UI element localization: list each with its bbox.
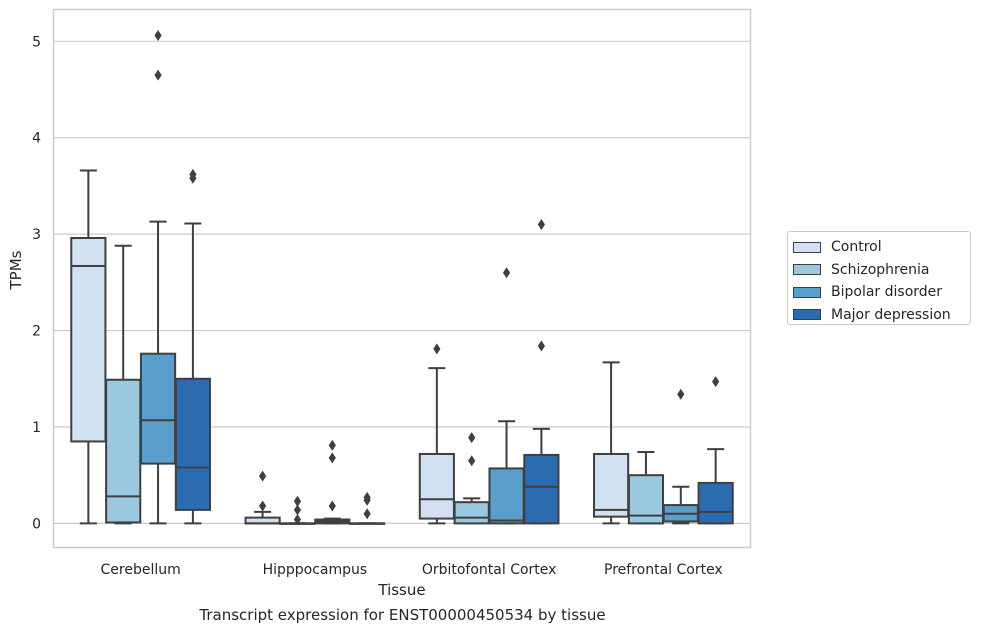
box-body	[697, 481, 734, 525]
box-3-1	[627, 451, 665, 525]
outlier-point	[154, 30, 162, 42]
legend-label: Schizophrenia	[831, 261, 930, 278]
outlier-point	[537, 340, 545, 352]
x-axis-ticks: Cerebellum Hipppocampus Orbitofontal Corte…	[101, 562, 723, 578]
box-body	[453, 501, 490, 525]
box-3-2	[662, 388, 699, 525]
legend-swatch	[793, 241, 821, 253]
y-tick-label: 5	[32, 34, 41, 50]
y-tick-label: 4	[32, 131, 41, 147]
outlier-point	[363, 491, 371, 503]
plot-boxes	[70, 30, 734, 526]
x-tick-label: Hipppocampus	[263, 562, 368, 578]
outlier-point	[259, 470, 267, 482]
legend-item: Major depression	[792, 304, 970, 327]
box-1-1	[279, 495, 316, 526]
outlier-point	[712, 376, 720, 388]
outlier-point	[328, 439, 336, 451]
y-axis-label: TPMs	[7, 250, 25, 290]
x-axis-label: Tissue	[377, 581, 425, 599]
legend-swatch	[793, 309, 821, 321]
box-3-0	[593, 361, 630, 525]
box-1-3	[349, 491, 386, 525]
box-2-1	[453, 432, 490, 525]
legend-label: Major depression	[831, 306, 951, 323]
box-0-2	[139, 30, 177, 525]
box-3-3	[697, 376, 734, 525]
y-tick-label: 3	[32, 227, 41, 243]
y-tick-label: 0	[32, 516, 41, 532]
box-body	[174, 377, 211, 511]
box-2-2	[488, 267, 525, 525]
box-body	[488, 467, 525, 525]
outlier-point	[328, 452, 336, 464]
legend-label: Bipolar disorder	[831, 284, 943, 301]
box-body	[139, 352, 177, 465]
box-body	[593, 452, 630, 518]
legend-label: Control	[831, 239, 882, 256]
box-body	[418, 452, 455, 520]
legend-item: Bipolar disorder	[792, 281, 970, 304]
box-2-0	[418, 343, 455, 525]
plot-frame	[52, 8, 752, 549]
box-body	[523, 453, 560, 525]
outlier-point	[468, 455, 476, 467]
outlier-point	[677, 388, 685, 400]
outlier-point	[328, 500, 336, 512]
y-tick-label: 1	[32, 420, 41, 436]
outlier-point	[433, 343, 441, 355]
outlier-point	[293, 504, 302, 516]
box-0-0	[70, 169, 107, 525]
legend-swatch	[793, 286, 821, 298]
outlier-point	[502, 267, 511, 279]
x-tick-label: Cerebellum	[101, 562, 181, 578]
legend-item: Schizophrenia	[792, 259, 970, 282]
box-1-0	[244, 470, 281, 525]
x-tick-label: Orbitofontal Cortex	[422, 562, 557, 578]
chart-caption: Transcript expression for ENST0000045053…	[199, 606, 606, 624]
box-0-1	[105, 244, 142, 525]
outlier-point	[363, 508, 371, 520]
box-body	[105, 378, 142, 524]
box-2-3	[523, 219, 560, 525]
legend-swatch	[793, 264, 821, 276]
y-axis-ticks: 0 1 2 3 4 5	[32, 34, 41, 532]
legend-item: Control	[792, 236, 970, 259]
outlier-point	[154, 69, 162, 81]
box-0-3	[174, 168, 211, 525]
outlier-point	[468, 432, 476, 444]
outlier-point	[293, 514, 302, 526]
box-1-2	[314, 439, 351, 525]
box-body	[70, 237, 107, 443]
outlier-point	[537, 219, 545, 231]
outlier-point	[293, 495, 302, 507]
outlier-point	[189, 168, 197, 180]
outlier-point	[259, 500, 267, 512]
x-tick-label: Prefrontal Cortex	[604, 562, 723, 578]
y-tick-label: 2	[32, 324, 41, 340]
legend: Control Schizophrenia Bipolar disorder Majo…	[787, 231, 971, 325]
